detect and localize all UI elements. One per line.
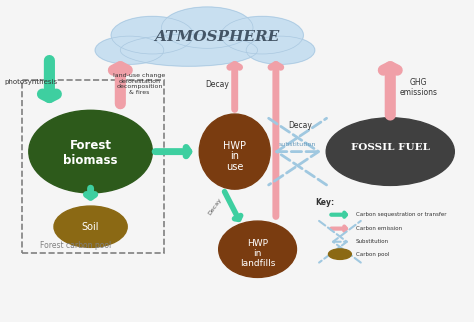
Text: in: in [254, 249, 262, 258]
Text: use: use [226, 162, 243, 172]
Text: Soil: Soil [82, 222, 100, 232]
Ellipse shape [54, 206, 127, 247]
Ellipse shape [29, 110, 152, 193]
Text: HWP: HWP [223, 141, 246, 151]
Ellipse shape [219, 221, 296, 278]
Text: Forest carbon pool: Forest carbon pool [40, 241, 111, 250]
Text: Forest: Forest [70, 139, 111, 153]
Text: photosynthesis: photosynthesis [5, 79, 58, 85]
Text: substitution: substitution [279, 142, 316, 147]
Text: HWP: HWP [247, 239, 268, 248]
Text: ATMOSPHERE: ATMOSPHERE [154, 30, 279, 44]
Ellipse shape [95, 36, 164, 64]
Text: Decay: Decay [289, 121, 312, 130]
Text: FOSSIL FUEL: FOSSIL FUEL [351, 143, 430, 152]
Text: Decay: Decay [205, 80, 229, 89]
Text: landfills: landfills [240, 259, 275, 268]
FancyArrowPatch shape [319, 221, 361, 262]
Text: GHG
emissions: GHG emissions [400, 78, 438, 98]
Ellipse shape [111, 16, 193, 54]
Text: Carbon emission: Carbon emission [356, 226, 402, 231]
Ellipse shape [326, 118, 454, 185]
Ellipse shape [120, 34, 257, 66]
Text: Carbon pool: Carbon pool [356, 251, 389, 257]
FancyArrowPatch shape [269, 118, 327, 185]
Ellipse shape [246, 36, 315, 64]
Ellipse shape [221, 16, 303, 54]
Ellipse shape [328, 249, 351, 260]
Text: land-use change
deforestation
decomposition
& fires: land-use change deforestation decomposit… [113, 73, 166, 95]
Text: in: in [230, 151, 239, 162]
Text: Substitution: Substitution [356, 239, 389, 244]
Ellipse shape [162, 7, 253, 48]
Text: biomass: biomass [64, 155, 118, 167]
Text: Carbon sequestration or transfer: Carbon sequestration or transfer [356, 212, 447, 217]
Ellipse shape [199, 114, 270, 189]
Text: Decay: Decay [208, 196, 223, 216]
Text: Key:: Key: [315, 198, 334, 207]
